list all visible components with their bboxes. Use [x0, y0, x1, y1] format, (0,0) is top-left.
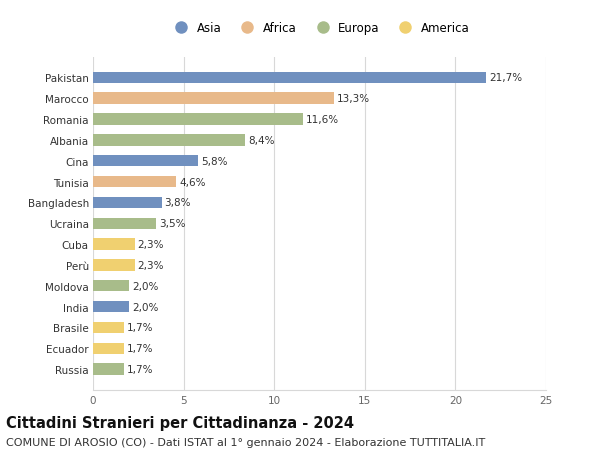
Text: 3,5%: 3,5%: [159, 219, 185, 229]
Bar: [93, 280, 129, 292]
Bar: [93, 260, 134, 271]
Bar: [93, 176, 176, 188]
Bar: [93, 93, 334, 105]
Text: 13,3%: 13,3%: [337, 94, 370, 104]
Text: 2,3%: 2,3%: [137, 260, 164, 270]
Text: Cittadini Stranieri per Cittadinanza - 2024: Cittadini Stranieri per Cittadinanza - 2…: [6, 415, 354, 431]
Bar: [93, 239, 134, 250]
Text: 21,7%: 21,7%: [489, 73, 522, 83]
Text: 4,6%: 4,6%: [179, 177, 206, 187]
Bar: [93, 73, 486, 84]
Text: 3,8%: 3,8%: [164, 198, 191, 208]
Text: 2,0%: 2,0%: [132, 302, 158, 312]
Text: 1,7%: 1,7%: [127, 364, 153, 374]
Text: 1,7%: 1,7%: [127, 343, 153, 353]
Text: 2,3%: 2,3%: [137, 240, 164, 250]
Bar: [93, 114, 303, 125]
Text: COMUNE DI AROSIO (CO) - Dati ISTAT al 1° gennaio 2024 - Elaborazione TUTTITALIA.: COMUNE DI AROSIO (CO) - Dati ISTAT al 1°…: [6, 437, 485, 447]
Bar: [93, 322, 124, 333]
Text: 1,7%: 1,7%: [127, 323, 153, 333]
Text: 5,8%: 5,8%: [201, 157, 227, 166]
Legend: Asia, Africa, Europa, America: Asia, Africa, Europa, America: [167, 20, 472, 38]
Text: 11,6%: 11,6%: [306, 115, 339, 125]
Bar: [93, 301, 129, 313]
Bar: [93, 218, 157, 230]
Bar: [93, 343, 124, 354]
Bar: [93, 135, 245, 146]
Text: 2,0%: 2,0%: [132, 281, 158, 291]
Text: 8,4%: 8,4%: [248, 135, 274, 146]
Bar: [93, 197, 162, 209]
Bar: [93, 364, 124, 375]
Bar: [93, 156, 198, 167]
